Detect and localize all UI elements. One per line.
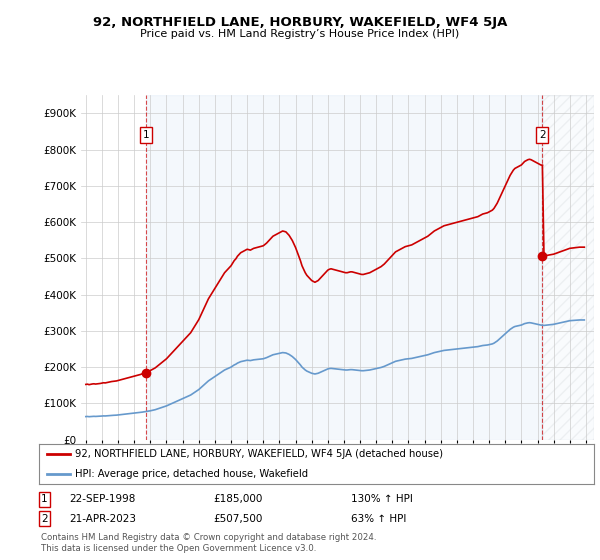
Text: £507,500: £507,500 bbox=[213, 514, 262, 524]
Text: 2: 2 bbox=[41, 514, 47, 524]
Text: Contains HM Land Registry data © Crown copyright and database right 2024.
This d: Contains HM Land Registry data © Crown c… bbox=[41, 533, 376, 553]
Text: HPI: Average price, detached house, Wakefield: HPI: Average price, detached house, Wake… bbox=[75, 469, 308, 479]
Text: 2: 2 bbox=[539, 130, 545, 140]
Text: £185,000: £185,000 bbox=[213, 494, 262, 505]
Text: 130% ↑ HPI: 130% ↑ HPI bbox=[351, 494, 413, 505]
Bar bbox=[542, 95, 594, 440]
Text: 21-APR-2023: 21-APR-2023 bbox=[69, 514, 136, 524]
Text: 92, NORTHFIELD LANE, HORBURY, WAKEFIELD, WF4 5JA (detached house): 92, NORTHFIELD LANE, HORBURY, WAKEFIELD,… bbox=[75, 449, 443, 459]
Text: 92, NORTHFIELD LANE, HORBURY, WAKEFIELD, WF4 5JA: 92, NORTHFIELD LANE, HORBURY, WAKEFIELD,… bbox=[93, 16, 507, 29]
Text: 22-SEP-1998: 22-SEP-1998 bbox=[69, 494, 136, 505]
Text: 1: 1 bbox=[143, 130, 149, 140]
Bar bbox=[542, 95, 594, 440]
Text: 1: 1 bbox=[41, 494, 47, 505]
Bar bbox=[146, 95, 542, 440]
Text: Price paid vs. HM Land Registry’s House Price Index (HPI): Price paid vs. HM Land Registry’s House … bbox=[140, 29, 460, 39]
Text: 63% ↑ HPI: 63% ↑ HPI bbox=[351, 514, 406, 524]
